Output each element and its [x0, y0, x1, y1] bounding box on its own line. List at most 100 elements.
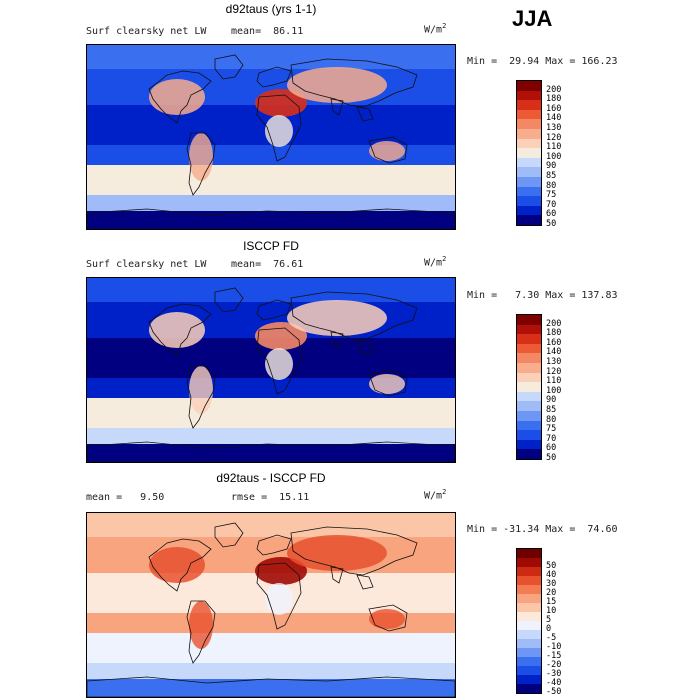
colorbar-swatch: [517, 648, 541, 657]
coastline: [290, 291, 418, 341]
field-band: [87, 679, 455, 697]
field-band: [87, 195, 455, 215]
coastline: [356, 574, 374, 590]
field-band: [87, 278, 455, 302]
field-blob: [189, 366, 213, 414]
colorbar-swatch: [517, 603, 541, 612]
field-blob: [189, 133, 213, 181]
colorbar-swatch: [517, 81, 541, 91]
coastline: [256, 299, 292, 321]
colorbar-swatch: [517, 138, 541, 149]
panel2-mean: mean= 76.61: [231, 259, 304, 270]
panel2-colorbar-labels: 200 180 160 140 130 120 110 100 90 85 80 75 70 60 50: [546, 314, 586, 462]
field-blob: [149, 547, 205, 583]
colorbar-swatch: [517, 148, 541, 158]
field-blob: [149, 312, 205, 348]
field-band: [87, 513, 455, 537]
coastline: [148, 303, 212, 357]
colorbar-tick-label: 0: [546, 624, 552, 634]
colorbar-swatch: [517, 334, 541, 344]
colorbar-tick-label: -50: [546, 687, 562, 697]
colorbar-swatch: [517, 549, 541, 558]
colorbar-tick-label: 20: [546, 588, 557, 598]
panel1-mean: mean= 86.11: [231, 26, 304, 37]
colorbar-tick-label: 40: [546, 570, 557, 580]
field-blob: [265, 115, 293, 147]
panel3-map-svg: [87, 513, 455, 697]
colorbar-tick-label: 100: [546, 151, 562, 162]
coastline: [214, 287, 244, 313]
colorbar-tick-label: 60: [546, 209, 557, 220]
coastline: [330, 98, 344, 116]
field-band: [87, 398, 455, 428]
panel1-map: [86, 44, 456, 230]
field-band: [87, 633, 455, 663]
coastline: [256, 66, 292, 88]
panel2-colorbar: [516, 314, 542, 460]
colorbar-tick-label: -15: [546, 651, 562, 661]
panel1-map-svg: [87, 45, 455, 229]
colorbar-swatch: [517, 410, 541, 421]
coastline: [256, 534, 292, 556]
colorbar-tick-label: 80: [546, 414, 557, 425]
colorbar-tick-label: 70: [546, 199, 557, 210]
panel2-units: W/m2: [424, 255, 447, 269]
field-band: [87, 165, 455, 195]
panel1-field-label: Surf clearsky net LW: [86, 26, 207, 37]
coastline: [356, 106, 374, 122]
colorbar-tick-label: 140: [546, 347, 562, 358]
colorbar-tick-label: 160: [546, 103, 562, 114]
field-blob: [369, 141, 405, 161]
coastline: [214, 522, 244, 548]
field-blob: [149, 79, 205, 115]
colorbar-swatch: [517, 362, 541, 373]
colorbar-tick-label: 200: [546, 318, 562, 329]
colorbar-tick-label: 90: [546, 161, 557, 172]
colorbar-tick-label: 30: [546, 579, 557, 589]
colorbar-tick-label: -5: [546, 633, 557, 643]
panel3-units: W/m2: [424, 488, 447, 502]
coastline: [368, 136, 408, 164]
colorbar-tick-label: 140: [546, 113, 562, 124]
colorbar-swatch: [517, 353, 541, 363]
field-blob: [287, 300, 387, 336]
colorbar-tick-label: 110: [546, 142, 562, 153]
colorbar-swatch: [517, 372, 541, 383]
colorbar-tick-label: 130: [546, 123, 562, 133]
colorbar-swatch: [517, 176, 541, 187]
coastline: [256, 327, 302, 395]
coastline: [148, 70, 212, 124]
colorbar-tick-label: 100: [546, 385, 562, 396]
coastline: [368, 369, 408, 397]
colorbar-swatch: [517, 558, 541, 567]
colorbar-swatch: [517, 401, 541, 411]
coastline: [290, 526, 418, 576]
colorbar-tick-label: 120: [546, 366, 562, 377]
panel3-map: [86, 512, 456, 698]
field-band: [87, 211, 455, 229]
colorbar-tick-label: 120: [546, 132, 562, 143]
panel3-colorbar: [516, 548, 542, 694]
colorbar-tick-label: 75: [546, 424, 557, 435]
colorbar-tick-label: 70: [546, 433, 557, 444]
coastline: [148, 538, 212, 592]
colorbar-swatch: [517, 100, 541, 110]
colorbar-tick-label: 130: [546, 357, 562, 367]
field-blob: [265, 583, 293, 615]
colorbar-swatch: [517, 420, 541, 431]
colorbar-swatch: [517, 639, 541, 648]
colorbar-swatch: [517, 449, 541, 459]
colorbar-swatch: [517, 684, 541, 693]
panel2-map-svg: [87, 278, 455, 462]
coastline: [214, 54, 244, 80]
colorbar-swatch: [517, 439, 541, 450]
panel3-rmse: rmse = 15.11: [231, 492, 310, 503]
colorbar-swatch: [517, 128, 541, 139]
panel1-colorbar-labels: 200 180 160 140 130 120 110 100 90 85 80 75 70 60 50: [546, 80, 586, 228]
colorbar-swatch: [517, 666, 541, 675]
field-blob: [189, 601, 213, 649]
colorbar-tick-label: 75: [546, 190, 557, 201]
field-band: [87, 663, 455, 683]
colorbar-tick-label: 80: [546, 180, 557, 191]
colorbar-swatch: [517, 315, 541, 325]
